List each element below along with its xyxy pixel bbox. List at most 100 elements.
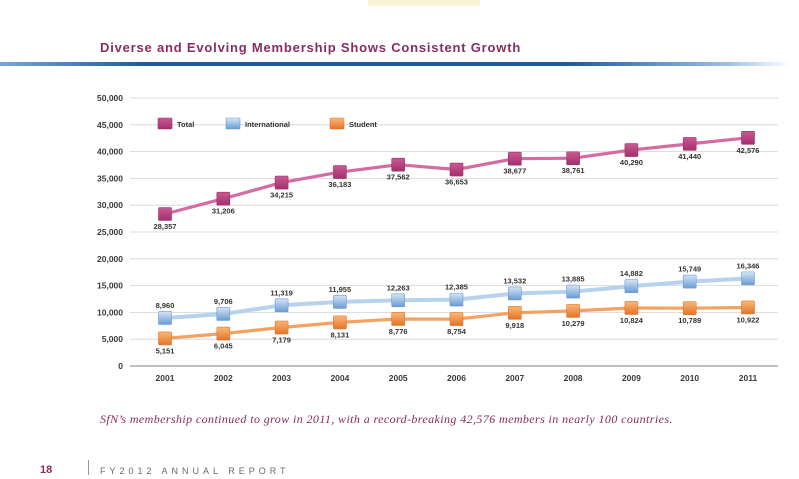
- data-point-student: [741, 300, 755, 315]
- data-point-student: [449, 312, 464, 326]
- y-tick-label: 25,000: [97, 227, 123, 237]
- title-rule: [0, 62, 790, 66]
- data-point-total: [449, 162, 464, 177]
- data-label-student: 10,279: [562, 319, 585, 328]
- data-point-student: [391, 312, 406, 326]
- data-point-total: [566, 151, 580, 166]
- data-label-total: 36,183: [328, 180, 351, 189]
- data-point-student: [274, 320, 289, 335]
- page-number: 18: [40, 464, 53, 476]
- x-tick-label: 2005: [389, 373, 408, 383]
- data-point-international: [566, 284, 580, 299]
- y-tick-label: 40,000: [97, 147, 123, 157]
- data-label-total: 38,677: [503, 167, 526, 176]
- data-point-student: [507, 306, 522, 320]
- y-tick-label: 20,000: [97, 254, 123, 264]
- data-label-total: 31,206: [212, 207, 235, 216]
- y-tick-label: 50,000: [97, 93, 123, 103]
- y-tick-label: 15,000: [97, 281, 123, 291]
- legend-label-student: Student: [349, 120, 377, 129]
- data-label-international: 13,885: [562, 275, 585, 284]
- data-label-student: 5,151: [156, 346, 175, 355]
- data-label-student: 8,131: [331, 330, 350, 339]
- data-point-total: [391, 157, 406, 172]
- data-point-international: [449, 292, 464, 307]
- x-tick-label: 2006: [447, 373, 466, 383]
- data-point-total: [624, 143, 639, 157]
- data-point-total: [333, 165, 347, 179]
- data-label-international: 15,749: [678, 265, 701, 274]
- legend-swatch-international: [225, 117, 241, 130]
- x-tick-label: 2001: [156, 373, 175, 383]
- data-point-total: [682, 137, 697, 151]
- data-label-student: 10,789: [678, 316, 701, 325]
- y-tick-label: 30,000: [97, 200, 123, 210]
- chart-title: Diverse and Evolving Membership Shows Co…: [100, 40, 522, 55]
- data-point-student: [333, 315, 347, 330]
- data-label-student: 7,179: [272, 336, 291, 345]
- data-label-total: 37,562: [387, 173, 410, 182]
- data-point-international: [391, 293, 406, 308]
- data-label-total: 28,357: [154, 222, 177, 231]
- data-label-student: 8,776: [389, 327, 408, 336]
- data-point-international: [216, 307, 231, 321]
- data-point-total: [741, 130, 755, 145]
- data-point-total: [507, 151, 522, 166]
- data-label-student: 9,918: [505, 321, 524, 330]
- data-point-international: [741, 271, 755, 286]
- data-point-international: [333, 295, 347, 309]
- y-tick-label: 0: [118, 361, 123, 371]
- footer-divider: [88, 460, 89, 475]
- x-tick-label: 2004: [330, 373, 349, 383]
- data-label-international: 8,960: [156, 301, 175, 310]
- data-point-total: [158, 207, 172, 221]
- data-label-international: 16,346: [737, 261, 760, 270]
- data-label-total: 41,440: [678, 152, 701, 161]
- x-tick-label: 2008: [564, 373, 583, 383]
- data-point-student: [682, 301, 697, 315]
- data-point-student: [216, 326, 231, 341]
- data-label-international: 9,706: [214, 297, 233, 306]
- legend-swatch-student: [329, 117, 345, 130]
- data-label-international: 13,532: [503, 276, 526, 285]
- data-point-total: [274, 175, 289, 190]
- data-label-total: 40,290: [620, 158, 643, 167]
- x-tick-label: 2011: [739, 373, 758, 383]
- data-point-international: [507, 286, 522, 301]
- data-label-student: 10,824: [620, 316, 644, 325]
- legend-label-total: Total: [177, 120, 194, 129]
- data-point-student: [158, 331, 172, 346]
- data-point-international: [624, 279, 639, 294]
- data-label-international: 12,385: [445, 283, 468, 292]
- data-label-student: 8,754: [447, 327, 467, 336]
- data-label-student: 6,045: [214, 342, 233, 351]
- legend-label-international: International: [245, 120, 290, 129]
- chart-caption: SfN’s membership continued to grow in 20…: [100, 412, 673, 426]
- x-tick-label: 2003: [272, 373, 291, 383]
- data-label-international: 11,955: [329, 285, 352, 294]
- data-point-international: [158, 311, 172, 325]
- data-label-international: 11,319: [270, 288, 293, 297]
- y-tick-label: 5,000: [102, 334, 124, 344]
- data-label-total: 34,215: [270, 191, 293, 200]
- legend-swatch-total: [157, 117, 173, 130]
- data-point-international: [682, 274, 697, 289]
- data-point-student: [624, 301, 639, 315]
- header-strip: [368, 0, 480, 6]
- data-point-total: [216, 191, 231, 206]
- data-label-student: 10,922: [737, 315, 760, 324]
- data-label-total: 36,653: [445, 178, 468, 187]
- data-point-student: [566, 304, 580, 318]
- x-tick-label: 2002: [214, 373, 233, 383]
- data-label-total: 38,761: [562, 166, 585, 175]
- x-tick-label: 2009: [622, 373, 641, 383]
- data-label-international: 14,882: [620, 269, 643, 278]
- data-point-international: [274, 298, 289, 313]
- data-label-international: 12,263: [387, 283, 410, 292]
- y-tick-label: 10,000: [97, 307, 123, 317]
- x-tick-label: 2007: [505, 373, 524, 383]
- y-tick-label: 45,000: [97, 120, 123, 130]
- data-label-total: 42,576: [737, 146, 760, 155]
- x-tick-label: 2010: [680, 373, 699, 383]
